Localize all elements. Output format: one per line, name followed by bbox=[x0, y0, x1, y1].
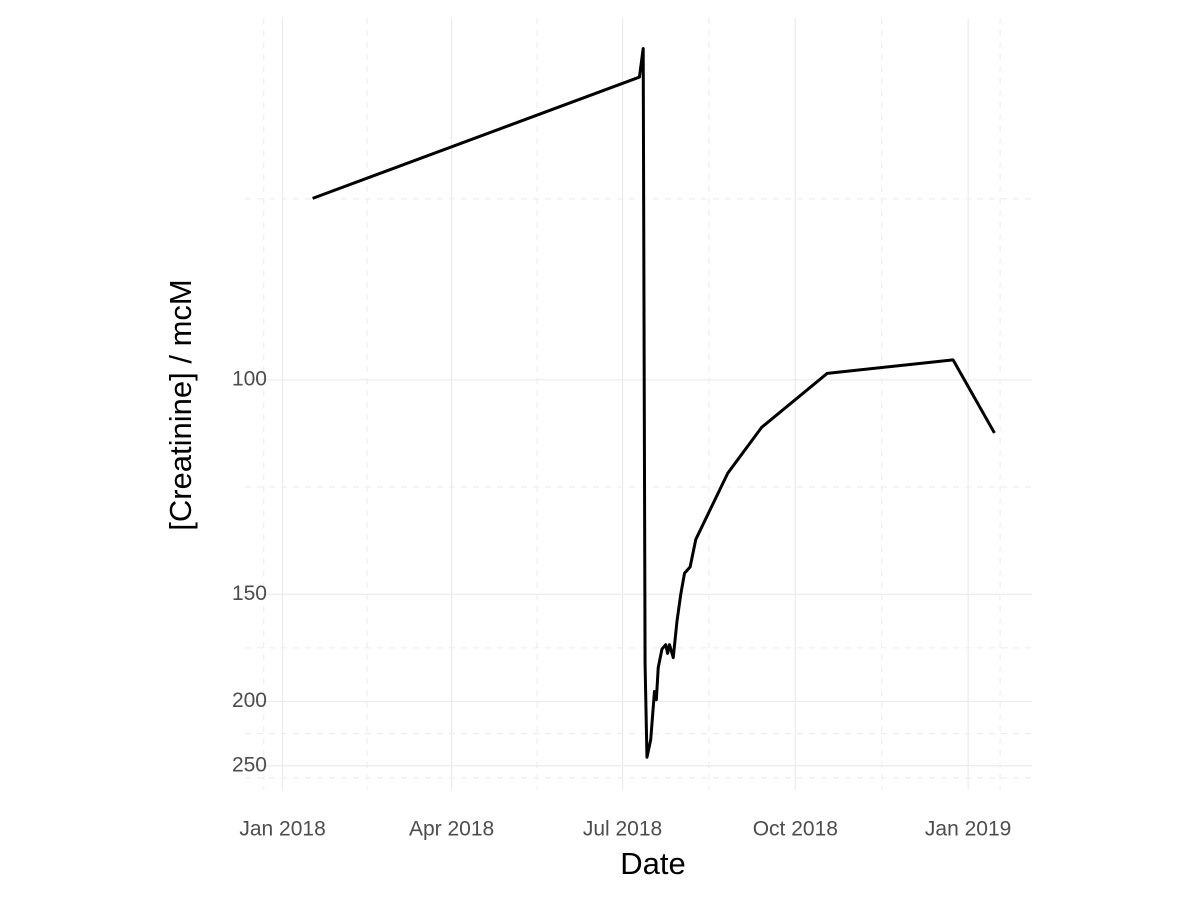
x-tick-label: Jul 2018 bbox=[583, 818, 662, 841]
x-tick-label: Jan 2019 bbox=[925, 818, 1011, 841]
y-tick-label: 250 bbox=[232, 753, 267, 776]
x-tick-label: Oct 2018 bbox=[753, 818, 838, 841]
y-axis-title: [Creatinine] / mcM bbox=[163, 279, 198, 531]
x-axis-title: Date bbox=[620, 846, 685, 881]
y-tick-label: 200 bbox=[232, 689, 267, 712]
y-tick-label: 100 bbox=[232, 367, 267, 390]
y-tick-label: 150 bbox=[232, 582, 267, 605]
x-tick-label: Apr 2018 bbox=[409, 818, 494, 841]
x-tick-label: Jan 2018 bbox=[239, 818, 325, 841]
line bbox=[312, 46, 996, 759]
